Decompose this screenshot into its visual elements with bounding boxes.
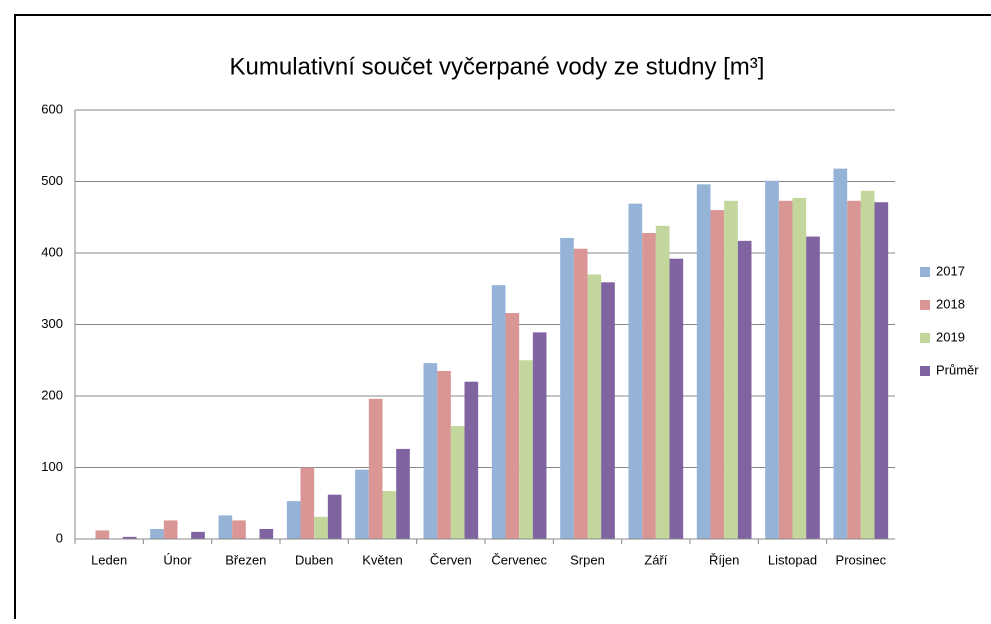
bar (300, 467, 315, 539)
y-tick-label: 200 (41, 387, 63, 402)
bar (628, 203, 643, 540)
y-tick-label: 0 (56, 530, 63, 545)
legend-swatch (920, 300, 930, 310)
x-tick-label: Říjen (709, 552, 739, 567)
chart-title: Kumulativní součet vyčerpané vody ze stu… (230, 53, 765, 80)
x-tick-label: Září (644, 552, 668, 567)
bar (737, 240, 752, 539)
bar (368, 398, 383, 539)
bar (314, 516, 328, 539)
x-tick-label: Březen (225, 552, 266, 567)
x-tick-label: Leden (91, 552, 127, 567)
x-tick-label: Listopad (768, 552, 817, 567)
legend-label: 2017 (936, 263, 965, 278)
bar (519, 360, 533, 539)
bar (560, 237, 574, 540)
bar (464, 381, 479, 539)
bar (847, 200, 861, 539)
legend-swatch (920, 366, 930, 376)
bar (765, 180, 779, 539)
legend-swatch (920, 267, 930, 277)
bar (122, 536, 137, 539)
bar (778, 200, 793, 539)
bar (587, 274, 602, 539)
bar (150, 528, 164, 539)
bar (95, 530, 110, 539)
bar (642, 232, 656, 540)
bar (355, 469, 369, 539)
bar (573, 248, 588, 539)
bar (724, 200, 738, 539)
bar (806, 236, 820, 539)
legend-label: 2019 (936, 329, 965, 344)
bar (259, 528, 274, 539)
bar (601, 282, 615, 539)
legend-label: Průměr (936, 362, 979, 377)
bar (532, 332, 547, 539)
bar (191, 531, 205, 539)
bar (505, 313, 520, 539)
x-tick-label: Srpen (570, 552, 605, 567)
y-tick-label: 300 (41, 316, 63, 331)
bar (437, 370, 451, 539)
bar (163, 520, 178, 539)
x-tick-label: Prosinec (836, 552, 887, 567)
y-tick-label: 500 (41, 173, 63, 188)
bar (218, 515, 233, 539)
y-tick-label: 600 (41, 101, 63, 116)
bar (423, 363, 438, 539)
bar (710, 210, 725, 539)
bar (286, 501, 301, 539)
y-tick-label: 400 (41, 244, 63, 259)
legend-label: 2018 (936, 296, 965, 311)
bar (792, 197, 807, 539)
bar (396, 448, 410, 539)
bar (669, 258, 684, 539)
x-tick-label: Duben (295, 552, 333, 567)
bar (874, 202, 889, 540)
bar (860, 190, 875, 540)
x-tick-label: Květen (362, 552, 402, 567)
bar (696, 184, 711, 540)
bar (382, 491, 397, 539)
bar (232, 520, 246, 539)
bar (327, 494, 342, 539)
bar (491, 285, 506, 539)
bar (450, 426, 465, 539)
x-tick-label: Únor (163, 552, 192, 567)
x-tick-label: Červen (430, 552, 472, 567)
legend-swatch (920, 333, 930, 343)
bar (833, 168, 848, 539)
x-tick-label: Červenec (491, 552, 547, 567)
bar (655, 225, 670, 539)
y-tick-label: 100 (41, 459, 63, 474)
